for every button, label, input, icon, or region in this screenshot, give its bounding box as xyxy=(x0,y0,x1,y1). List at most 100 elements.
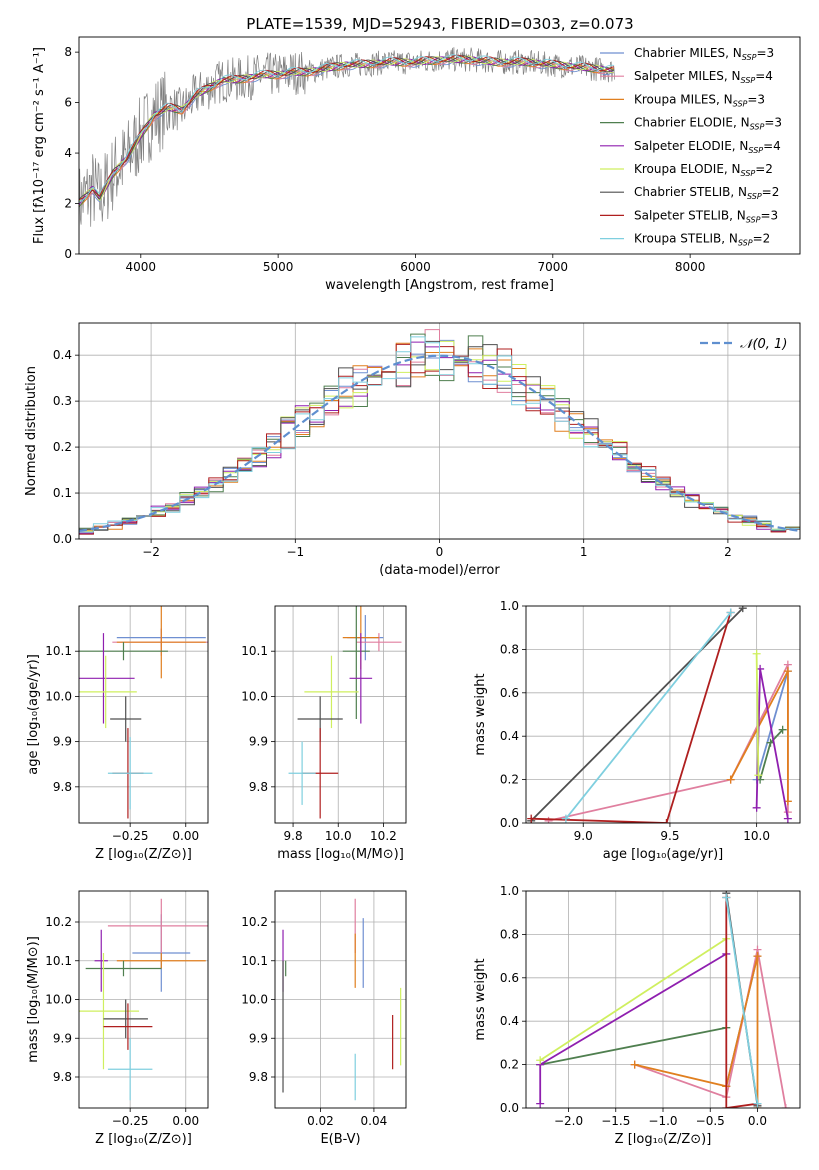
weight-vs-age-line-salpeter-miles xyxy=(548,664,789,822)
weight-vs-age-frame xyxy=(525,605,801,824)
mass-vs-ebv-plot-area xyxy=(282,898,402,1101)
weight-vs-age-ytick-label: 0.4 xyxy=(500,729,519,743)
weight-vs-age-ytick-label: 0.6 xyxy=(500,686,519,700)
weight-vs-z-line-kroupa-miles xyxy=(634,955,759,1108)
spectrum-xtick-label: 7000 xyxy=(538,260,569,274)
legend-entry-chabrier-stelib: Chabrier STELIB, NSSP=2 xyxy=(634,185,779,201)
weight-vs-age-line-salpeter-stelib xyxy=(531,612,732,823)
spectrum-frame xyxy=(78,36,801,255)
weight-vs-age-marker-kroupa-elodie xyxy=(752,649,761,658)
age-vs-mass-point-salpeter-elodie xyxy=(349,633,373,724)
weight-vs-z-line-kroupa-stelib xyxy=(725,897,759,1104)
weight-vs-age-marker-kroupa-miles xyxy=(726,775,735,784)
age-vs-z-point-kroupa-elodie xyxy=(79,655,137,729)
weight-vs-age-marker-salpeter-elodie xyxy=(783,814,792,823)
age-vs-z-point-salpeter-elodie xyxy=(79,633,135,724)
mass-vs-ebv-xlabel: E(B-V) xyxy=(320,1132,360,1147)
age-vs-z-plot-area xyxy=(79,606,208,819)
weight-vs-age-plot-area xyxy=(527,606,792,823)
mass-vs-z-point-kroupa-elodie xyxy=(79,953,140,1070)
residuals-ylabel: Normed distribution xyxy=(24,366,39,496)
weight-vs-age-line-chabrier-stelib xyxy=(530,607,744,822)
weight-vs-age-line-chabrier-miles xyxy=(755,670,789,780)
mass-vs-ebv-frame xyxy=(274,890,407,1109)
weight-vs-age-xtick-label: 9.5 xyxy=(660,829,679,843)
normal-legend-label: 𝒩(0, 1) xyxy=(740,337,787,352)
mass-vs-ebv-ytick-label: 10.1 xyxy=(241,954,268,968)
weight-vs-z-xtick-label: −2.0 xyxy=(554,1114,583,1128)
spectrum-ytick-label: 6 xyxy=(64,96,72,110)
weight-vs-age-series-kroupa-miles xyxy=(726,667,792,806)
weight-vs-z-ylabel: mass weight xyxy=(473,958,488,1040)
weight-vs-z-xlabel: Z [log₁₀(Z/Z⊙)] xyxy=(615,1132,712,1147)
age-vs-mass-point-kroupa-elodie xyxy=(304,655,359,729)
age-vs-z-ytick-label: 10.0 xyxy=(45,689,72,703)
weight-vs-z-ytick-label: 0.4 xyxy=(500,1014,519,1028)
age-vs-mass-xtick-label: 10.2 xyxy=(370,829,397,843)
age-vs-mass-ytick-label: 9.8 xyxy=(249,780,268,794)
age-vs-z-frame xyxy=(78,605,209,824)
residuals-plot-area xyxy=(79,329,800,535)
residuals-frame xyxy=(78,322,801,540)
residuals-xtick-label: 0 xyxy=(436,545,444,559)
weight-vs-age-marker-chabrier-elodie xyxy=(778,725,787,734)
weight-vs-age-series-chabrier-stelib xyxy=(527,606,747,823)
weight-vs-age-ytick-label: 0.2 xyxy=(500,773,519,787)
age-vs-z-point-chabrier-elodie xyxy=(79,642,168,661)
residual-histogram-kroupa-stelib xyxy=(79,336,800,533)
age-vs-mass-point-kroupa-stelib xyxy=(288,741,316,805)
mass-vs-z-ytick-label: 10.2 xyxy=(45,915,72,929)
residuals-ytick-label: 0.2 xyxy=(53,440,72,454)
weight-vs-age-marker-salpeter-elodie xyxy=(752,803,761,812)
age-vs-mass-xtick-label: 10.0 xyxy=(325,829,352,843)
weight-vs-age-marker-kroupa-stelib xyxy=(561,814,570,823)
mass-vs-z-point-salpeter-elodie xyxy=(94,929,108,992)
weight-vs-z-line-salpeter-stelib xyxy=(725,897,758,1108)
age-vs-metallicity-panel: −0.25 0.00 9.8 9.9 10.0 10.1 Z [log₁₀(Z/Z⊙)] ag… xyxy=(26,605,209,862)
weight-vs-z-marker-salpeter-stelib xyxy=(722,1104,731,1108)
age-vs-mass-point-chabrier-elodie xyxy=(342,606,370,720)
weight-vs-age-ytick-label: 0.0 xyxy=(500,816,519,830)
mass-vs-z-xtick-label: −0.25 xyxy=(112,1114,149,1128)
weight-vs-age-line-kroupa-elodie xyxy=(755,653,760,776)
age-vs-z-ytick-label: 9.9 xyxy=(53,735,72,749)
mass-vs-z-point-kroupa-stelib xyxy=(107,1038,153,1101)
spectrum-ylabel: Flux [fλ10⁻¹⁷ erg cm⁻² s⁻¹ A⁻¹] xyxy=(32,47,47,244)
weight-vs-z-line-kroupa-elodie xyxy=(539,937,727,1062)
age-vs-mass-ytick-label: 10.0 xyxy=(241,689,268,703)
age-vs-mass-xtick-label: 9.8 xyxy=(284,829,303,843)
weight-vs-z-ytick-label: 1.0 xyxy=(500,884,519,898)
weight-vs-age-series-kroupa-elodie xyxy=(752,649,763,780)
mass-vs-z-ytick-label: 10.0 xyxy=(45,993,72,1007)
residuals-xtick-label: −2 xyxy=(142,545,160,559)
weight-vs-z-series-kroupa-stelib xyxy=(722,893,762,1108)
spectrum-xtick-label: 8000 xyxy=(675,260,706,274)
age-vs-mass-grid xyxy=(275,606,406,823)
mass-vs-ebv-ytick-label: 10.2 xyxy=(241,915,268,929)
weight-vs-z-line-chabrier-elodie xyxy=(540,1026,727,1066)
weight-vs-age-marker-kroupa-elodie xyxy=(754,771,763,780)
mass-vs-ebv-panel: 0.02 0.04 9.8 9.9 10.0 10.1 10.2 E(B-V) xyxy=(241,890,407,1147)
mass-vs-ebv-xtick-label: 0.02 xyxy=(307,1114,334,1128)
weight-vs-z-xtick-label: −0.5 xyxy=(696,1114,725,1128)
age-vs-mass-plot-area xyxy=(288,606,402,819)
legend-entry-salpeter-elodie: Salpeter ELODIE, NSSP=4 xyxy=(634,139,781,155)
weight-vs-age-series-kroupa-stelib xyxy=(561,608,735,823)
spectrum-observed-line xyxy=(79,47,615,244)
age-vs-z-ytick-label: 10.1 xyxy=(45,644,72,658)
weight-vs-age-xlabel: age [log₁₀(age/yr)] xyxy=(603,847,724,862)
weight-vs-z-frame xyxy=(525,890,801,1109)
mass-vs-z-point-chabrier-stelib xyxy=(103,999,148,1039)
weight-vs-z-series-kroupa-miles xyxy=(630,952,762,1108)
weight-vs-z-marker-kroupa-elodie xyxy=(536,1056,545,1065)
weight-vs-z-series-kroupa-elodie xyxy=(536,934,731,1065)
spectrum-xtick-label: 5000 xyxy=(263,260,294,274)
mass-vs-ebv-ytick-label: 9.9 xyxy=(249,1031,268,1045)
weight-vs-z-ytick-label: 0.0 xyxy=(500,1101,519,1115)
weight-vs-z-marker-salpeter-miles xyxy=(781,1104,790,1108)
mass-vs-ebv-ytick-label: 9.8 xyxy=(249,1070,268,1084)
age-vs-mass-xlabel: mass [log₁₀(M/M⊙)] xyxy=(277,847,404,862)
weight-vs-z-xtick-label: −1.0 xyxy=(648,1114,677,1128)
weight-vs-age-ytick-label: 1.0 xyxy=(500,599,519,613)
legend-entry-chabrier-miles: Chabrier MILES, NSSP=3 xyxy=(634,46,774,62)
